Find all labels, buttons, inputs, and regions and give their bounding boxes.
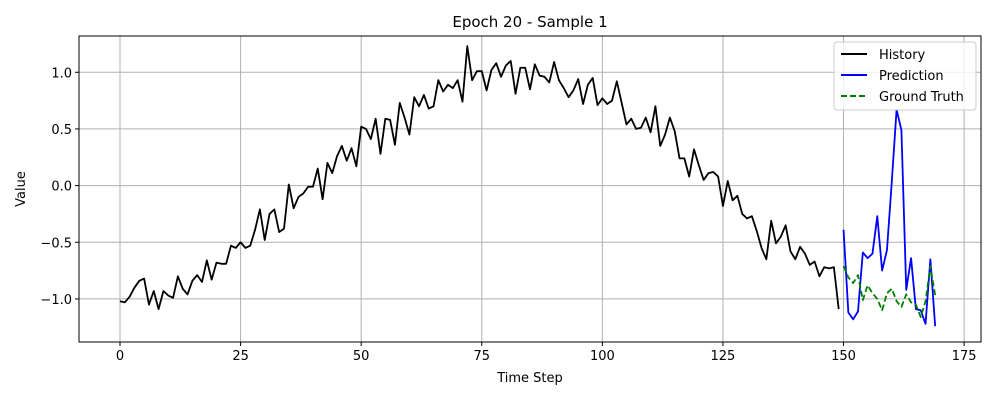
- x-tick-label: 125: [711, 349, 736, 364]
- x-tick-label: 175: [952, 349, 977, 364]
- history-line: [119, 45, 840, 311]
- x-tick-label: 100: [590, 349, 615, 364]
- legend-box: [833, 41, 977, 111]
- plot-frame: [78, 35, 982, 343]
- ground-truth-line: [842, 265, 937, 318]
- series-lines: [119, 45, 937, 327]
- x-axis-title: Time Step: [496, 371, 563, 386]
- x-axis-ticks: 0 25 50 75 100 125 150 175: [116, 342, 977, 364]
- y-axis-title: Value: [14, 171, 29, 207]
- x-tick-label: 0: [116, 349, 124, 364]
- legend-label-prediction: Prediction: [879, 69, 944, 84]
- grid: [79, 36, 981, 342]
- y-axis-ticks: −1.0 −0.5 0.0 0.5 1.0: [40, 66, 79, 308]
- x-tick-label: 75: [473, 349, 490, 364]
- y-tick-label: −1.0: [40, 293, 72, 308]
- chart-title: Epoch 20 - Sample 1: [452, 13, 607, 31]
- y-tick-label: 0.5: [51, 123, 72, 138]
- legend-label-ground-truth: Ground Truth: [879, 90, 964, 105]
- y-tick-label: 0.0: [51, 180, 72, 195]
- x-tick-label: 150: [831, 349, 856, 364]
- x-tick-label: 25: [232, 349, 249, 364]
- legend-label-history: History: [879, 48, 926, 63]
- x-tick-label: 50: [353, 349, 370, 364]
- legend: History Prediction Ground Truth: [833, 41, 977, 111]
- y-tick-label: 1.0: [51, 66, 72, 81]
- y-tick-label: −0.5: [40, 236, 72, 251]
- prediction-line: [842, 108, 937, 327]
